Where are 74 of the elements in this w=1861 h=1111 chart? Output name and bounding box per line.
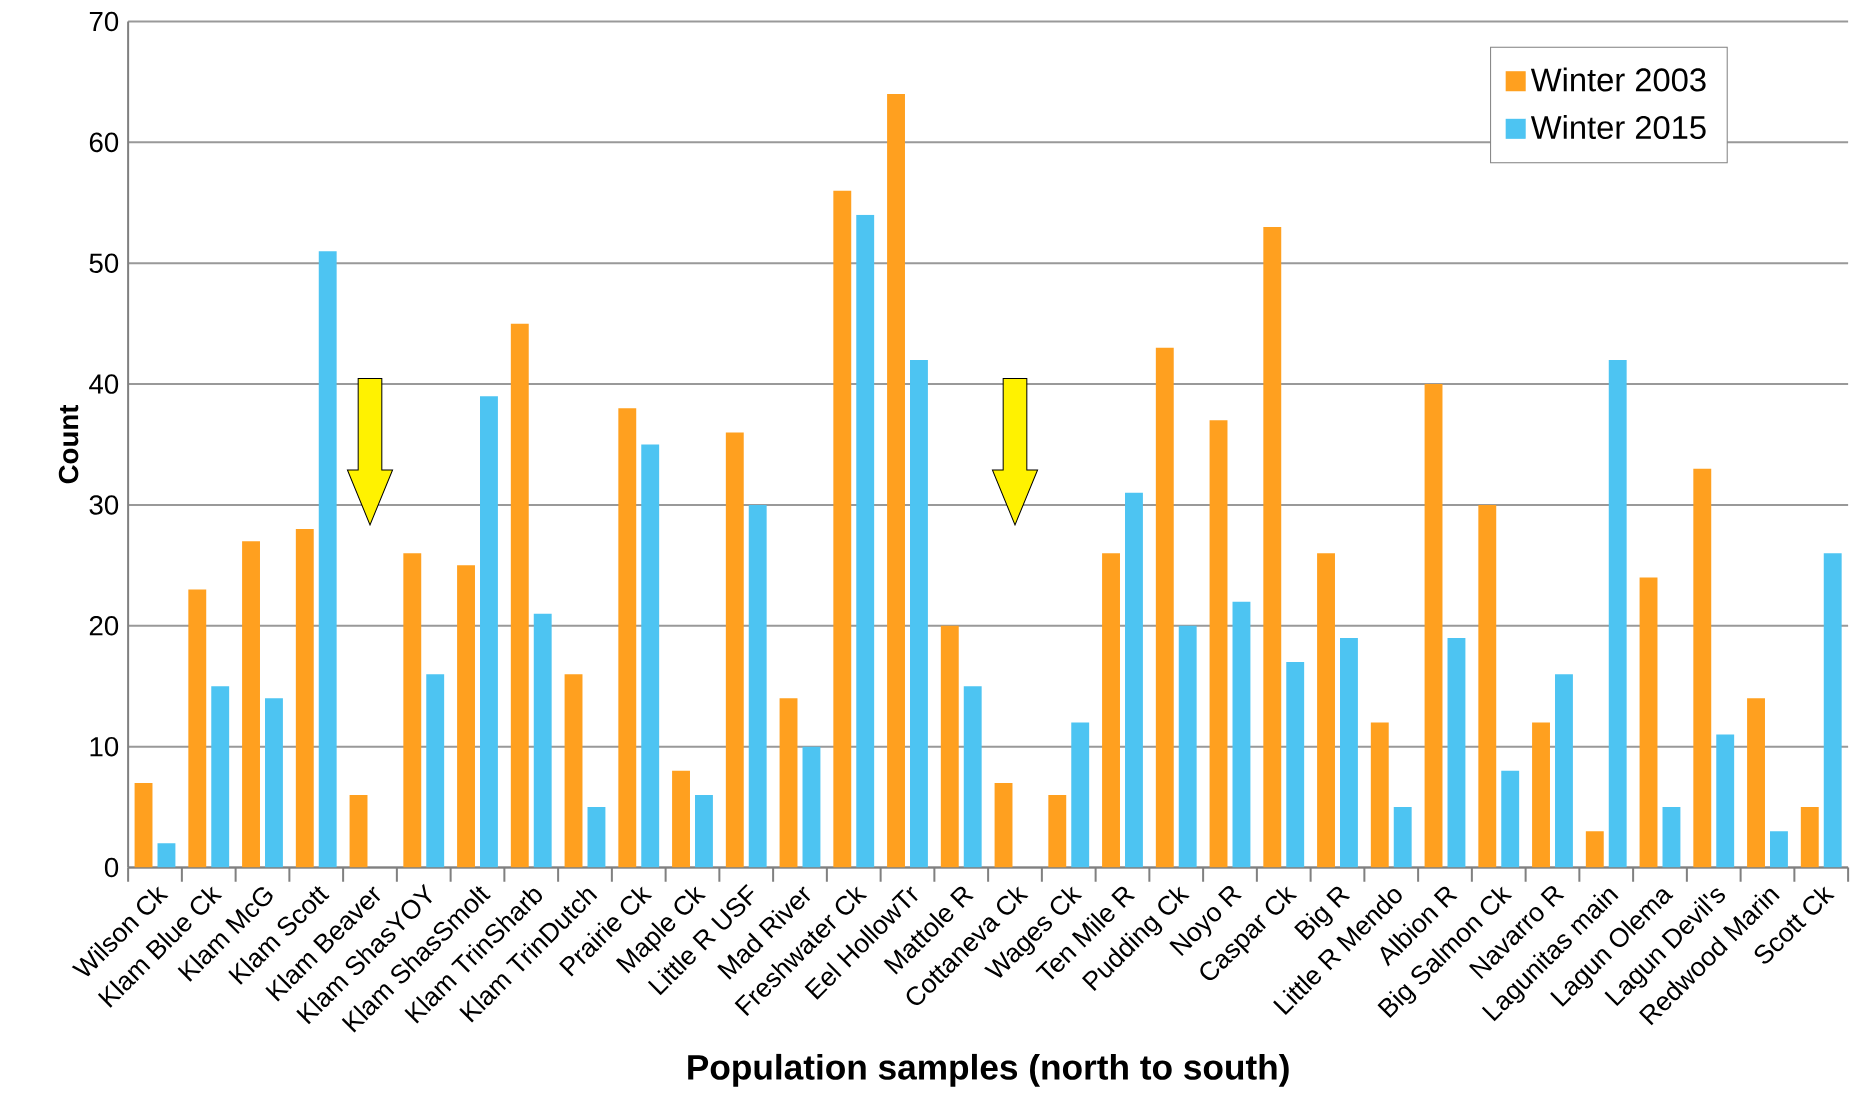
y-tick-label: 20 [89, 616, 119, 636]
bar [587, 807, 606, 868]
bar [1800, 807, 1819, 868]
bar [1071, 722, 1090, 868]
bar [994, 782, 1013, 868]
bar [1747, 698, 1765, 868]
y-axis-title: Count [58, 404, 79, 484]
bar [618, 408, 637, 868]
bar [318, 251, 337, 868]
bar [265, 698, 283, 868]
bar [1662, 807, 1681, 868]
bar [1125, 492, 1143, 868]
bar [672, 770, 690, 868]
bar [725, 432, 744, 868]
y-tick-label: 50 [89, 253, 119, 274]
bar [480, 396, 498, 868]
y-tick-label: 70 [89, 11, 119, 32]
bar [349, 795, 368, 868]
bar [695, 795, 713, 868]
bar [910, 359, 928, 868]
bar [1447, 637, 1466, 868]
bar [1286, 662, 1305, 868]
bar [641, 444, 660, 868]
y-tick-label: 40 [89, 374, 119, 394]
y-tick-label: 0 [104, 857, 119, 878]
bar [1155, 347, 1174, 868]
bar [856, 214, 875, 868]
bar [211, 686, 230, 868]
bar [802, 746, 821, 868]
bar [1393, 807, 1412, 868]
bar [1639, 577, 1658, 868]
bar [295, 529, 314, 868]
bar [510, 323, 529, 868]
bar [242, 541, 260, 868]
bar [1424, 384, 1443, 868]
bar [1178, 625, 1197, 868]
bar [1608, 359, 1627, 868]
bar [403, 553, 422, 868]
bar [1232, 601, 1251, 868]
bar [1478, 505, 1497, 868]
legend-label: Winter 2003 [1530, 67, 1706, 92]
bar [1209, 420, 1228, 868]
bar [779, 698, 798, 868]
bar [1317, 553, 1335, 868]
bar [1048, 795, 1067, 868]
bar [564, 674, 583, 868]
bar [940, 625, 959, 868]
bar [1693, 468, 1712, 868]
bar [1823, 553, 1842, 868]
bar [1716, 734, 1735, 868]
bar [1102, 553, 1120, 868]
bar [188, 589, 207, 868]
x-axis-title: Population samples (north to south) [688, 1053, 1289, 1087]
bar [134, 782, 153, 868]
bar [1501, 770, 1520, 868]
bar [426, 674, 445, 868]
bar [963, 686, 982, 868]
y-tick-label: 30 [89, 495, 119, 515]
bar [1532, 722, 1550, 868]
bar [1770, 831, 1788, 868]
bar [457, 565, 475, 868]
bar [1263, 227, 1282, 868]
bar [1585, 831, 1604, 868]
bar [1370, 722, 1389, 868]
bar [157, 843, 176, 868]
legend-label: Winter 2015 [1530, 115, 1706, 140]
bar [1340, 637, 1358, 868]
bar [748, 505, 767, 868]
bar [1555, 674, 1573, 868]
y-tick-label: 60 [89, 132, 119, 153]
bar [533, 613, 552, 868]
bar [887, 94, 905, 868]
y-tick-label: 10 [90, 736, 119, 757]
bar [833, 190, 852, 868]
